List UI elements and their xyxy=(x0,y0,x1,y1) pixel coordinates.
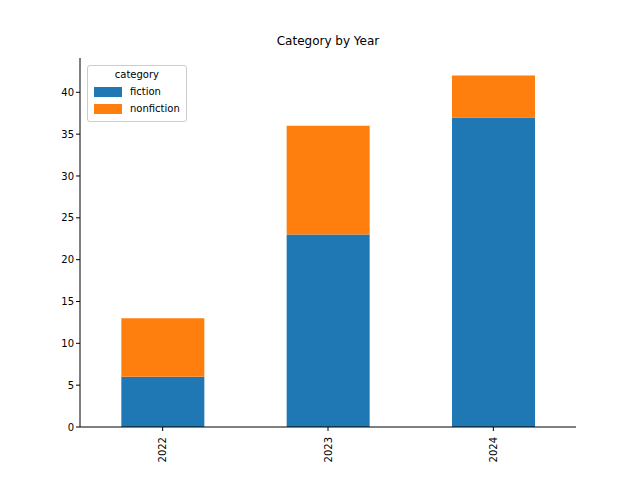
svg-text:10: 10 xyxy=(61,338,74,349)
svg-text:40: 40 xyxy=(61,87,74,98)
svg-text:0: 0 xyxy=(68,422,74,433)
html-text:nonfiction: nonfiction xyxy=(130,103,180,114)
svg-text:25: 25 xyxy=(61,212,74,223)
svg-text:5: 5 xyxy=(68,380,74,391)
html-text:fiction: fiction xyxy=(130,86,161,97)
svg-text:2023: 2023 xyxy=(323,437,334,462)
svg-text:15: 15 xyxy=(61,296,74,307)
svg-text:30: 30 xyxy=(61,171,74,182)
svg-text:2022: 2022 xyxy=(157,437,168,462)
svg-text:20: 20 xyxy=(61,254,74,265)
svg-text:35: 35 xyxy=(61,129,74,140)
html-text:category: category xyxy=(114,69,159,80)
svg-text:2024: 2024 xyxy=(488,437,499,462)
html-text:Category by Year: Category by Year xyxy=(276,34,380,48)
